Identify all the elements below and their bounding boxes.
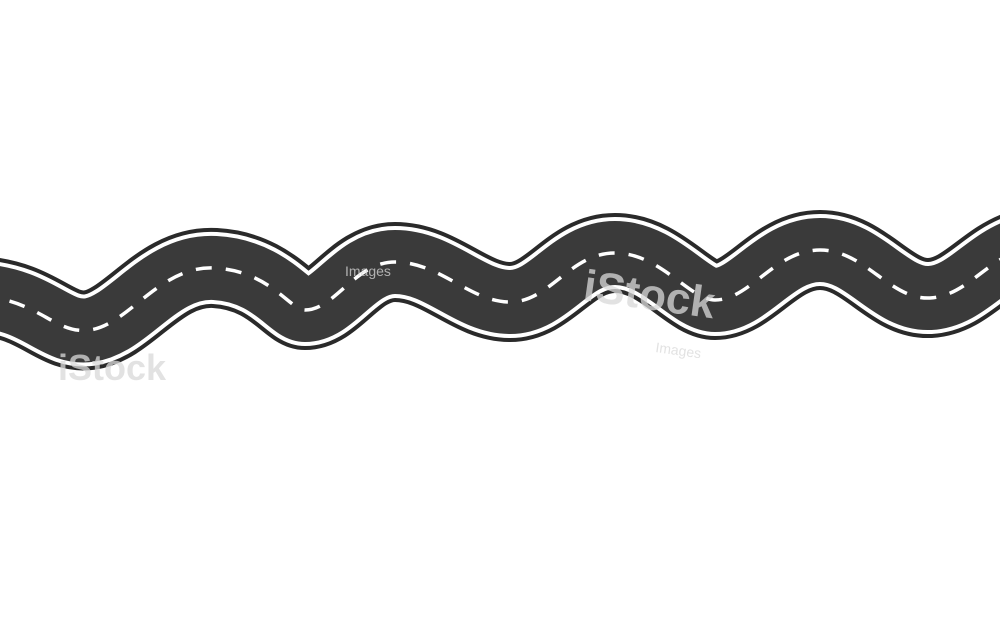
watermark-brand-left: iStock (58, 347, 167, 388)
road-center-dashes (0, 248, 1000, 333)
watermark-subtext-left: Images (345, 263, 391, 279)
watermark-subtext-center: Images (655, 339, 703, 361)
